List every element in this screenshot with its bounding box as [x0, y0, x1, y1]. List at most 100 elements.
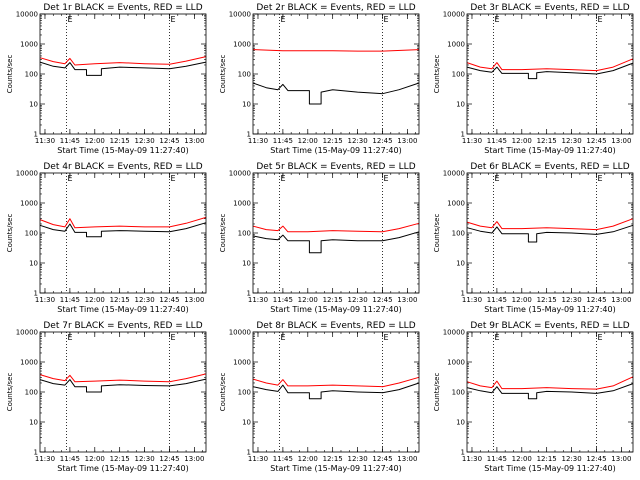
- x-tick-label: 12:30: [347, 296, 367, 304]
- event-marker-label: E: [495, 15, 500, 24]
- x-tick-label: 12:45: [586, 137, 606, 145]
- y-tick-label: 10000: [443, 11, 465, 19]
- y-tick-label: 10: [242, 260, 251, 268]
- detector-panel: Det 5r BLACK = Events, RED = LLD Counts/s…: [219, 162, 420, 314]
- y-tick-label: 10000: [443, 329, 465, 337]
- event-marker-label: E: [68, 15, 73, 24]
- y-tick-label: 1: [461, 131, 465, 139]
- x-tick-label: 12:30: [347, 137, 367, 145]
- x-axis-label: Start Time (15-May-09 11:27:40): [270, 464, 401, 473]
- panel-title: Det 4r BLACK = Events, RED = LLD: [43, 162, 202, 172]
- x-tick-label: 11:45: [487, 455, 507, 463]
- y-tick-label: 100: [25, 230, 38, 238]
- y-tick-label: 1000: [233, 200, 251, 208]
- x-tick-label: 11:30: [35, 455, 55, 463]
- panel-title: Det 2r BLACK = Events, RED = LLD: [256, 3, 415, 13]
- series-line-lld: [252, 49, 420, 52]
- y-tick-label: 10000: [16, 170, 38, 178]
- series-line-lld: [466, 376, 634, 390]
- x-tick-label: 12:15: [537, 455, 557, 463]
- y-tick-label: 100: [25, 389, 38, 397]
- x-tick-label: 13:00: [397, 296, 417, 304]
- detector-panel: Det 8r BLACK = Events, RED = LLD Counts/s…: [219, 321, 420, 473]
- y-tick-label: 1000: [20, 359, 38, 367]
- x-tick-label: 12:00: [298, 455, 318, 463]
- event-marker-label: E: [383, 333, 388, 342]
- event-marker-label: E: [495, 333, 500, 342]
- y-axis-label: Counts/sec: [6, 214, 14, 253]
- series-line-events: [466, 62, 634, 80]
- plot-frame: [39, 172, 207, 294]
- x-tick-label: 12:15: [537, 296, 557, 304]
- y-tick-label: 1: [34, 131, 38, 139]
- panel-title: Det 6r BLACK = Events, RED = LLD: [470, 162, 629, 172]
- x-tick-label: 12:00: [512, 137, 532, 145]
- plot-frame: [466, 331, 634, 453]
- x-tick-label: 12:30: [347, 455, 367, 463]
- x-tick-label: 13:00: [184, 455, 204, 463]
- x-tick-label: 12:45: [586, 455, 606, 463]
- y-axis-label: Counts/sec: [433, 55, 441, 94]
- y-tick-label: 10: [456, 419, 465, 427]
- y-tick-label: 100: [238, 389, 251, 397]
- y-tick-label: 1000: [20, 200, 38, 208]
- series-line-events: [466, 224, 634, 243]
- x-tick-label: 12:15: [323, 137, 343, 145]
- y-tick-label: 1000: [233, 359, 251, 367]
- y-tick-label: 10000: [443, 170, 465, 178]
- y-tick-label: 10: [29, 419, 38, 427]
- panel-title: Det 5r BLACK = Events, RED = LLD: [256, 162, 415, 172]
- y-axis-label: Counts/sec: [433, 373, 441, 412]
- x-tick-label: 11:30: [248, 455, 268, 463]
- x-tick-label: 12:30: [561, 455, 581, 463]
- x-tick-label: 11:30: [248, 137, 268, 145]
- event-marker-label: E: [597, 174, 602, 183]
- event-marker-label: E: [170, 15, 175, 24]
- x-tick-label: 12:15: [323, 296, 343, 304]
- event-marker-label: E: [597, 15, 602, 24]
- x-tick-label: 12:45: [372, 296, 392, 304]
- x-tick-label: 12:45: [159, 137, 179, 145]
- x-tick-label: 12:00: [85, 455, 105, 463]
- series-line-events: [39, 378, 207, 393]
- detector-panel: Det 3r BLACK = Events, RED = LLD Counts/s…: [433, 3, 634, 155]
- x-tick-label: 12:30: [134, 455, 154, 463]
- y-axis-label: Counts/sec: [219, 214, 227, 253]
- y-tick-label: 1: [247, 449, 251, 457]
- y-tick-label: 100: [452, 71, 465, 79]
- y-tick-label: 100: [238, 71, 251, 79]
- y-tick-label: 10000: [229, 170, 251, 178]
- y-tick-label: 10000: [16, 11, 38, 19]
- y-tick-label: 1000: [447, 41, 465, 49]
- event-marker-label: E: [383, 15, 388, 24]
- x-axis-label: Start Time (15-May-09 11:27:40): [57, 305, 188, 314]
- plot-frame: [466, 172, 634, 294]
- event-marker-label: E: [281, 174, 286, 183]
- x-tick-label: 13:00: [611, 296, 631, 304]
- series-line-lld: [39, 373, 207, 383]
- x-tick-label: 11:45: [487, 137, 507, 145]
- x-tick-label: 13:00: [397, 137, 417, 145]
- x-axis-label: Start Time (15-May-09 11:27:40): [270, 146, 401, 155]
- series-line-events: [252, 382, 420, 400]
- y-tick-label: 1: [247, 131, 251, 139]
- x-tick-label: 11:45: [487, 296, 507, 304]
- y-tick-label: 1: [34, 449, 38, 457]
- event-marker-label: E: [383, 174, 388, 183]
- y-tick-label: 100: [238, 230, 251, 238]
- x-axis-label: Start Time (15-May-09 11:27:40): [57, 464, 188, 473]
- x-tick-label: 12:15: [110, 296, 130, 304]
- x-tick-label: 13:00: [611, 455, 631, 463]
- x-tick-label: 11:30: [462, 296, 482, 304]
- plot-frame: [252, 331, 420, 453]
- series-line-events: [252, 231, 420, 254]
- x-tick-label: 12:00: [512, 296, 532, 304]
- y-tick-label: 10000: [229, 11, 251, 19]
- y-tick-label: 10: [456, 101, 465, 109]
- x-axis-label: Start Time (15-May-09 11:27:40): [484, 464, 615, 473]
- y-axis-label: Counts/sec: [6, 55, 14, 94]
- y-tick-label: 1000: [447, 200, 465, 208]
- y-tick-label: 1000: [20, 41, 38, 49]
